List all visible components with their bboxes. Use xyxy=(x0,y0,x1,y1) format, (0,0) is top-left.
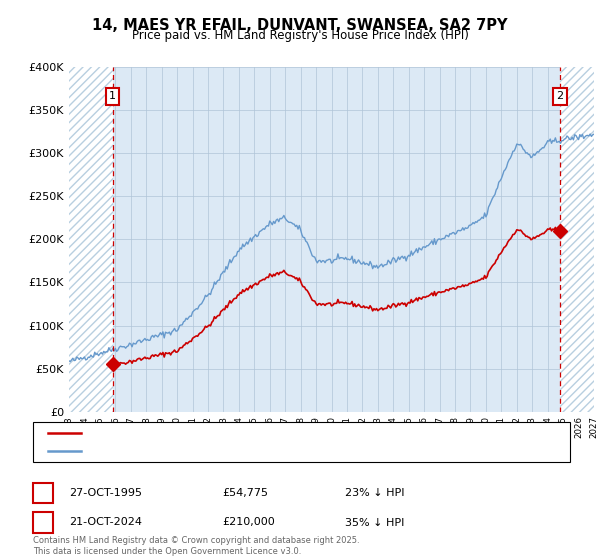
Text: 2: 2 xyxy=(40,517,46,528)
Text: 2: 2 xyxy=(556,91,563,101)
Bar xyxy=(560,67,594,412)
Text: HPI: Average price, detached house, Swansea: HPI: Average price, detached house, Swan… xyxy=(90,446,322,456)
Text: 27-OCT-1995: 27-OCT-1995 xyxy=(69,488,142,498)
Text: 14, MAES YR EFAIL, DUNVANT, SWANSEA, SA2 7PY: 14, MAES YR EFAIL, DUNVANT, SWANSEA, SA2… xyxy=(92,18,508,33)
Text: 1: 1 xyxy=(109,91,116,101)
Text: 21-OCT-2024: 21-OCT-2024 xyxy=(69,517,142,528)
Text: £210,000: £210,000 xyxy=(222,517,275,528)
Text: Price paid vs. HM Land Registry's House Price Index (HPI): Price paid vs. HM Land Registry's House … xyxy=(131,29,469,42)
Text: 14, MAES YR EFAIL, DUNVANT, SWANSEA, SA2 7PY (detached house): 14, MAES YR EFAIL, DUNVANT, SWANSEA, SA2… xyxy=(90,428,436,437)
Text: 35% ↓ HPI: 35% ↓ HPI xyxy=(345,517,404,528)
Bar xyxy=(69,67,113,412)
Text: 1: 1 xyxy=(40,488,46,498)
Text: £54,775: £54,775 xyxy=(222,488,268,498)
Text: Contains HM Land Registry data © Crown copyright and database right 2025.
This d: Contains HM Land Registry data © Crown c… xyxy=(33,536,359,556)
Text: 23% ↓ HPI: 23% ↓ HPI xyxy=(345,488,404,498)
